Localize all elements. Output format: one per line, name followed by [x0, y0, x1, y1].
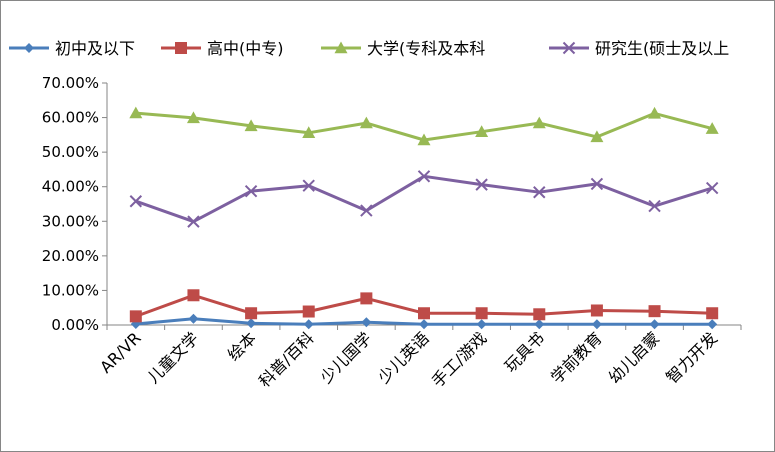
- data-point: [244, 119, 258, 132]
- legend-item: 大学(专科及本科: [321, 39, 485, 58]
- data-point: [417, 170, 431, 183]
- y-tick-label: 60.00%: [42, 109, 99, 127]
- legend-label: 高中(中专): [207, 39, 284, 58]
- data-point: [418, 307, 430, 320]
- data-point: [361, 317, 372, 328]
- y-tick-label: 50.00%: [42, 143, 99, 161]
- data-point: [417, 133, 431, 146]
- data-point: [649, 319, 660, 330]
- data-point: [590, 177, 604, 191]
- data-point: [533, 186, 546, 199]
- data-point: [302, 126, 316, 138]
- y-tick-label: 20.00%: [42, 247, 99, 265]
- legend-label: 研究生(硕士及以上: [595, 39, 729, 58]
- data-point: [186, 111, 200, 124]
- data-point: [360, 292, 373, 305]
- data-point: [129, 310, 142, 323]
- data-point: [24, 43, 34, 53]
- x-category-label: 幼儿启蒙: [605, 328, 664, 387]
- data-point: [476, 319, 487, 330]
- data-point: [562, 41, 576, 55]
- plot-area: [129, 106, 719, 330]
- data-point: [244, 185, 258, 198]
- y-tick-label: 0.00%: [51, 316, 99, 334]
- data-point: [475, 178, 488, 191]
- data-point: [475, 125, 489, 137]
- data-point: [187, 215, 200, 228]
- series: [129, 106, 719, 146]
- data-point: [475, 307, 488, 320]
- y-tick-label: 40.00%: [42, 178, 99, 196]
- data-point: [648, 199, 661, 213]
- legend-label: 初中及以下: [55, 39, 135, 58]
- x-category-label: 少儿国学: [316, 328, 375, 387]
- x-category-label: 少儿英语: [374, 328, 433, 387]
- x-category-label: 玩具书: [501, 328, 548, 375]
- series-line: [135, 174, 713, 224]
- legend-item: 高中(中专): [161, 39, 284, 58]
- legend-item: 研究生(硕士及以上: [549, 39, 729, 58]
- series: [129, 170, 719, 228]
- data-point: [129, 195, 143, 208]
- data-point: [648, 106, 662, 119]
- legend-label: 大学(专科及本科: [367, 39, 485, 58]
- y-tick-label: 70.00%: [42, 74, 99, 92]
- data-point: [302, 179, 315, 192]
- legend: 初中及以下 高中(中专) 大学(专科及本科 研究生(硕士及以上: [9, 39, 729, 58]
- x-category-label: 儿童文学: [144, 328, 203, 387]
- data-point: [175, 42, 187, 54]
- data-point: [590, 304, 603, 317]
- data-point: [360, 204, 373, 217]
- data-point: [591, 319, 602, 330]
- x-category-label: 智力开发: [662, 328, 721, 387]
- x-category-label: 科普/百科: [255, 328, 318, 391]
- data-point: [648, 305, 661, 318]
- data-point: [334, 41, 348, 54]
- x-category-label: 手工/游戏: [428, 328, 491, 391]
- x-category-label: 学前教育: [547, 328, 606, 387]
- data-point: [303, 319, 314, 330]
- legend-item: 初中及以下: [9, 39, 135, 58]
- data-point: [706, 307, 719, 320]
- x-category-label: 绘本: [224, 328, 260, 364]
- x-category-label: AR/VR: [96, 328, 144, 376]
- data-point: [359, 116, 373, 129]
- data-point: [707, 319, 718, 330]
- series: [129, 289, 719, 323]
- y-axis: 0.00% 10.00% 20.00% 30.00% 40.00% 50.00% 60.00…: [42, 74, 108, 334]
- data-point: [187, 289, 200, 302]
- data-point: [532, 116, 546, 129]
- data-point: [188, 313, 199, 324]
- data-point: [419, 319, 429, 330]
- data-point: [590, 130, 604, 143]
- data-point: [302, 305, 315, 318]
- data-point: [129, 106, 143, 119]
- data-point: [534, 319, 545, 330]
- y-tick-label: 10.00%: [42, 281, 99, 299]
- data-point: [245, 307, 258, 320]
- y-tick-label: 30.00%: [42, 212, 99, 230]
- data-point: [705, 122, 719, 134]
- data-point: [533, 308, 546, 321]
- data-point: [705, 181, 719, 195]
- data-point: [246, 318, 257, 329]
